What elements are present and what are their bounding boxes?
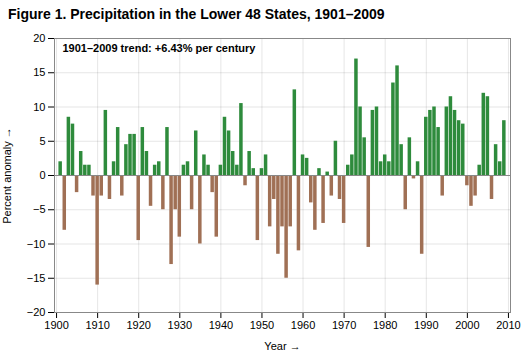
svg-text:1910: 1910	[85, 319, 109, 331]
svg-text:1900: 1900	[44, 319, 68, 331]
svg-text:Year →: Year →	[264, 340, 300, 352]
svg-text:2010: 2010	[496, 319, 520, 331]
svg-text:−20: −20	[27, 306, 46, 318]
svg-text:1940: 1940	[209, 319, 233, 331]
svg-text:0: 0	[39, 169, 45, 181]
html-text:Figure 1. Precipitation in the: Figure 1. Precipitation in the Lower 48 …	[8, 6, 385, 22]
svg-text:1901–2009 trend: +6.43% per ce: 1901–2009 trend: +6.43% per century	[63, 42, 257, 54]
svg-text:10: 10	[33, 101, 45, 113]
svg-text:1930: 1930	[168, 319, 192, 331]
svg-text:1920: 1920	[126, 319, 150, 331]
svg-text:−5: −5	[33, 203, 46, 215]
svg-text:1990: 1990	[414, 319, 438, 331]
svg-text:1950: 1950	[250, 319, 274, 331]
svg-text:1980: 1980	[373, 319, 397, 331]
svg-text:−10: −10	[27, 238, 46, 250]
svg-text:5: 5	[39, 135, 45, 147]
svg-text:15: 15	[33, 66, 45, 78]
svg-text:2000: 2000	[455, 319, 479, 331]
svg-text:−15: −15	[27, 272, 46, 284]
svg-text:1970: 1970	[332, 319, 356, 331]
svg-text:1960: 1960	[291, 319, 315, 331]
svg-text:Percent anomaly →: Percent anomaly →	[1, 127, 13, 224]
svg-text:20: 20	[33, 32, 45, 44]
